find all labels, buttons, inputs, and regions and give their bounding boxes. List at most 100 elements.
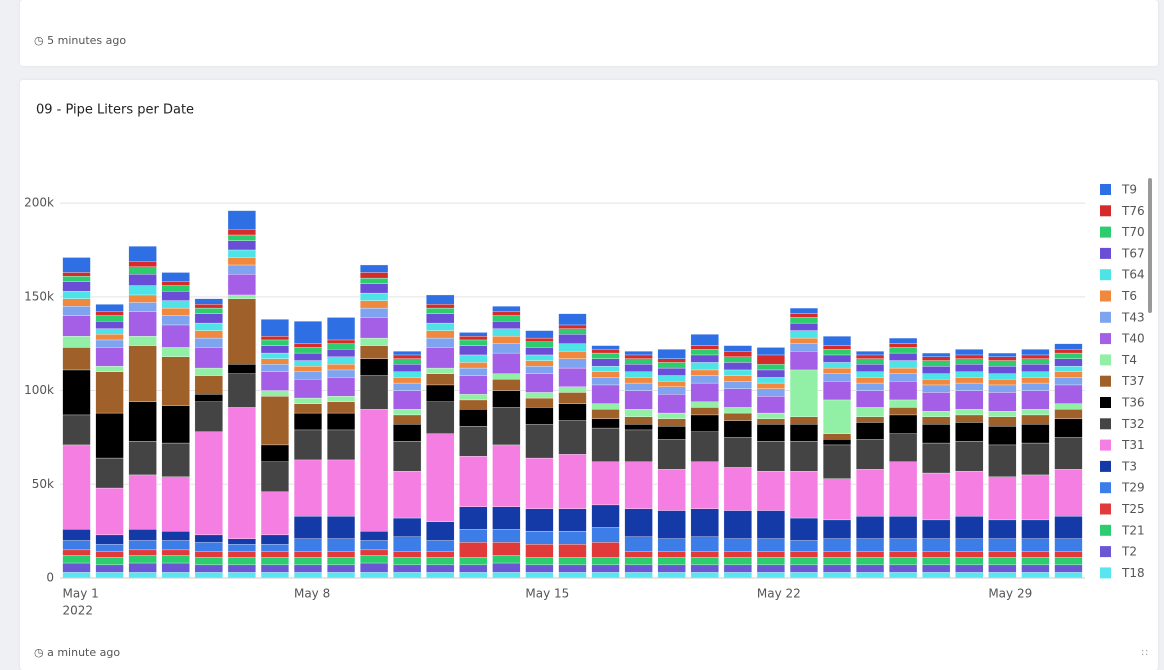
bar-segment [822, 373, 852, 382]
bar-segment [789, 564, 818, 573]
bar-segment [293, 379, 323, 399]
bar-segment [492, 390, 521, 408]
bar-segment [227, 557, 256, 566]
bar-segment [95, 572, 124, 579]
bar-segment [756, 354, 785, 365]
bar-segment [657, 367, 686, 376]
bar-segment [591, 358, 620, 367]
bar-segment [393, 390, 422, 410]
bar-segment [690, 557, 719, 566]
bar-segment [657, 469, 686, 511]
bar-segment [62, 281, 91, 292]
bar-segment [922, 392, 951, 412]
bar-segment [988, 519, 1017, 539]
bar-segment [756, 471, 785, 511]
bar-segment [856, 439, 885, 470]
bar-segment [690, 551, 719, 558]
bar-segment [459, 557, 488, 566]
bar-segment [657, 418, 686, 427]
bar-segment [426, 433, 455, 522]
bar-segment [194, 572, 223, 579]
updated-text: 5 minutes ago [47, 34, 127, 47]
legend-label: T36 [1121, 396, 1145, 410]
bar-segment [194, 307, 223, 314]
bar-segment [657, 412, 686, 419]
bar-segment [856, 407, 885, 417]
bar-segment [194, 394, 223, 402]
bar-segment [1021, 349, 1050, 356]
bar-segment [822, 336, 852, 346]
bar-segment [260, 534, 289, 545]
bar-segment [525, 457, 554, 509]
bar-segment [62, 298, 91, 307]
bar-segment [128, 529, 157, 541]
bar-segment [360, 409, 389, 532]
bar-segment [988, 373, 1017, 380]
bar-segment [459, 529, 488, 543]
bar-segment [889, 515, 918, 539]
bar-segment [1054, 409, 1083, 419]
bar-segment [1021, 474, 1050, 521]
bar-segment [459, 542, 488, 558]
bar-segment [1021, 572, 1050, 579]
y-tick-label: 0 [46, 571, 54, 585]
bar-segment [260, 461, 289, 492]
bar-segment [293, 429, 323, 461]
bar-segment [459, 409, 488, 427]
bar-segment [856, 572, 885, 579]
bar-segment [922, 472, 951, 521]
bar-segment [789, 343, 818, 352]
bar-segment [690, 407, 719, 416]
bar-segment [327, 429, 356, 461]
bar-segment [393, 536, 422, 552]
bar-segment [327, 364, 356, 371]
bar-segment [293, 538, 323, 552]
bar-segment [327, 339, 356, 344]
bar-segment [1054, 437, 1083, 470]
bar-segment [1054, 418, 1083, 438]
bar-segment [360, 530, 389, 541]
bar-segment [161, 285, 190, 292]
legend-swatch [1100, 482, 1111, 494]
bar-segment [459, 336, 488, 341]
bar-segment [955, 471, 984, 517]
bar-segment [789, 424, 818, 442]
resize-handle[interactable]: ∷ [1141, 648, 1148, 659]
bar-segment [856, 469, 885, 517]
bar-segment [856, 551, 885, 558]
bar-segment [260, 364, 289, 372]
bar-segment [922, 538, 951, 552]
bar-segment [194, 322, 223, 331]
legend-swatch [1100, 247, 1111, 259]
bar-segment [955, 349, 984, 356]
bar-segment [756, 369, 785, 378]
bar-segment [194, 375, 223, 395]
bar-segment [657, 362, 686, 369]
bar-segment [194, 564, 223, 573]
scrollbar[interactable] [1148, 178, 1152, 313]
bar-segment [624, 557, 653, 566]
bar-segment [558, 530, 587, 545]
bar-segment [95, 551, 124, 558]
x-tick-label: May 8 [294, 587, 330, 601]
bar-segment [624, 390, 653, 410]
bar-segment [723, 351, 752, 357]
bar-segment [459, 426, 488, 457]
bar-segment [1054, 377, 1083, 386]
bar-segment [360, 337, 389, 346]
bar-segment [161, 405, 190, 444]
bar-segment [591, 418, 620, 429]
bar-segment [822, 362, 852, 369]
bar-segment [988, 384, 1017, 393]
bar-segment [856, 382, 885, 391]
bar-segment [360, 264, 389, 273]
bar-segment [591, 427, 620, 462]
bar-segment [95, 412, 124, 459]
bar-segment [293, 360, 323, 367]
bar-segment [293, 366, 323, 372]
bar-segment [657, 538, 686, 552]
bar-segment [525, 508, 554, 532]
bar-segment [459, 367, 488, 376]
bar-segment [95, 534, 124, 545]
bar-segment [822, 444, 852, 479]
